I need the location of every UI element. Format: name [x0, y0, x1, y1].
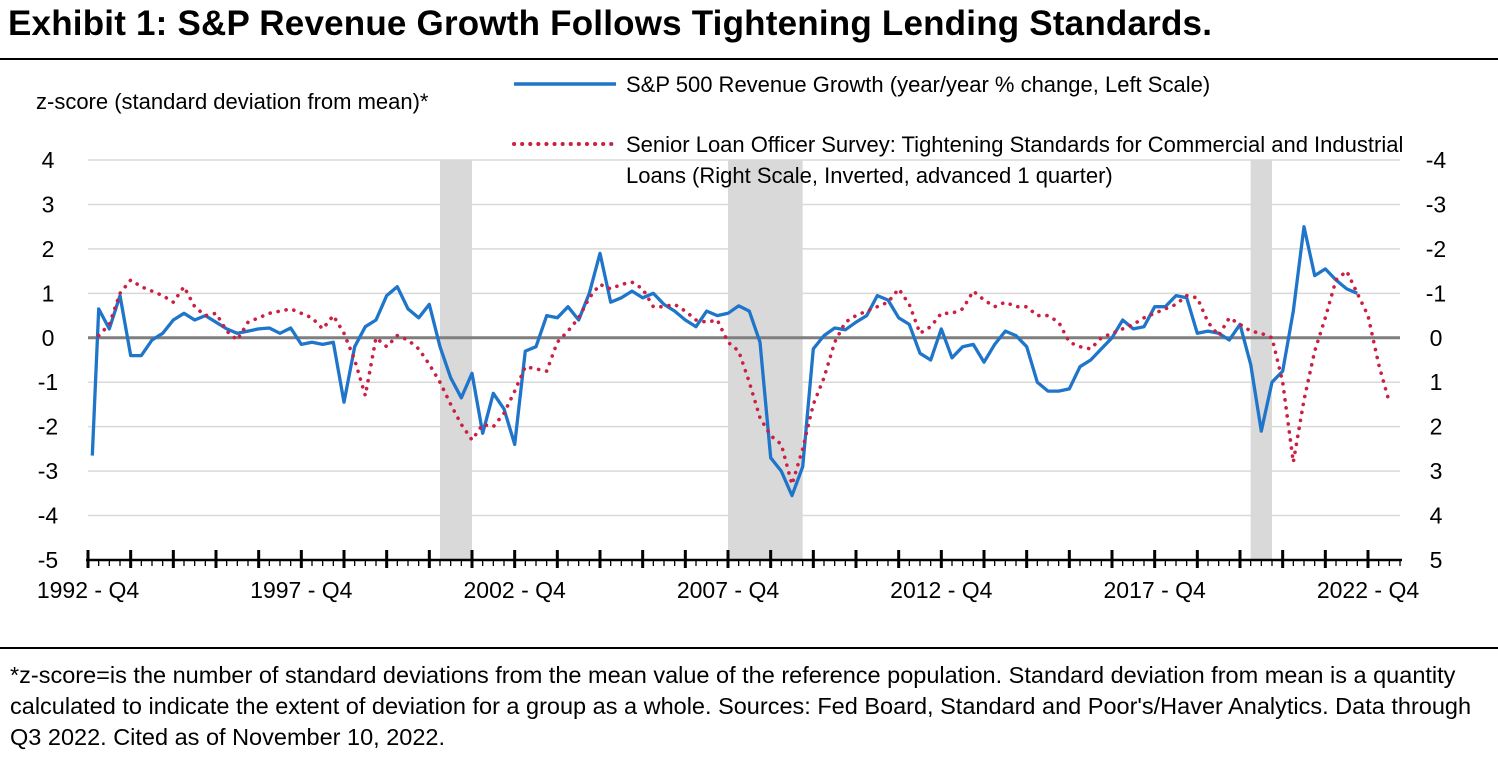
right-y-tick-label: 2 — [1430, 414, 1443, 440]
series-lines — [90, 225, 1392, 498]
recession-bar-2 — [728, 160, 803, 560]
chart-area: 4 3 2 1 0 -1 -2 -3 -4 -5 -4 -3 -2 -1 0 1 2 3 4 5 1992 - Q4… — [36, 72, 1447, 603]
left-y-tick-label: 0 — [42, 325, 55, 351]
legend-label-survey: Senior Loan Officer Survey: Tightening S… — [626, 132, 1403, 188]
right-y-tick-label: 0 — [1430, 325, 1443, 351]
x-tick-label: 2002 - Q4 — [464, 577, 566, 603]
left-y-tick-label: -2 — [38, 414, 58, 440]
x-tick-label: 2017 - Q4 — [1104, 577, 1206, 603]
x-tick-label: 1992 - Q4 — [37, 577, 139, 603]
footnote: *z-score=is the number of standard devia… — [10, 662, 1472, 750]
x-tick-label: 2007 - Q4 — [677, 577, 779, 603]
series-line-revenue — [90, 225, 1358, 498]
x-axis-labels: 1992 - Q4 1997 - Q4 2002 - Q4 2007 - Q4 2012… — [37, 577, 1419, 603]
title-divider — [0, 58, 1498, 60]
left-y-tick-label: -5 — [38, 547, 58, 573]
x-axis — [86, 550, 1402, 568]
x-tick-label: 2022 - Q4 — [1317, 577, 1419, 603]
legend: S&P 500 Revenue Growth (year/year % chan… — [512, 72, 1403, 188]
legend-label-revenue: S&P 500 Revenue Growth (year/year % chan… — [626, 72, 1210, 97]
left-y-tick-label: 2 — [42, 236, 55, 262]
right-y-tick-label: -4 — [1426, 147, 1447, 173]
right-y-tick-label: -2 — [1426, 236, 1446, 262]
chart-title: Exhibit 1: S&P Revenue Growth Follows Ti… — [8, 4, 1213, 43]
y-axis-title: z-score (standard deviation from mean)* — [36, 89, 429, 114]
footnote-divider — [0, 647, 1498, 649]
gridlines — [88, 159, 1400, 517]
recession-shading — [440, 160, 1272, 560]
left-y-tick-label: -4 — [38, 503, 59, 529]
x-tick-label: 2012 - Q4 — [890, 577, 992, 603]
left-y-tick-label: 1 — [42, 280, 55, 306]
left-y-tick-label: 3 — [42, 191, 55, 217]
left-y-tick-label: -3 — [38, 458, 58, 484]
recession-bar-3 — [1250, 160, 1272, 560]
left-y-axis: 4 3 2 1 0 -1 -2 -3 -4 -5 — [38, 147, 59, 573]
x-tick-label: 1997 - Q4 — [250, 577, 352, 603]
right-y-tick-label: 3 — [1430, 458, 1443, 484]
left-y-tick-label: -1 — [38, 369, 58, 395]
right-y-tick-label: 1 — [1430, 369, 1443, 395]
left-y-tick-label: 4 — [42, 147, 55, 173]
right-y-axis: -4 -3 -2 -1 0 1 2 3 4 5 — [1426, 147, 1447, 573]
right-y-tick-label: 5 — [1430, 547, 1443, 573]
series-line-survey — [96, 269, 1392, 487]
right-y-tick-label: -1 — [1426, 280, 1446, 306]
right-y-tick-label: 4 — [1430, 503, 1443, 529]
right-y-tick-label: -3 — [1426, 191, 1446, 217]
